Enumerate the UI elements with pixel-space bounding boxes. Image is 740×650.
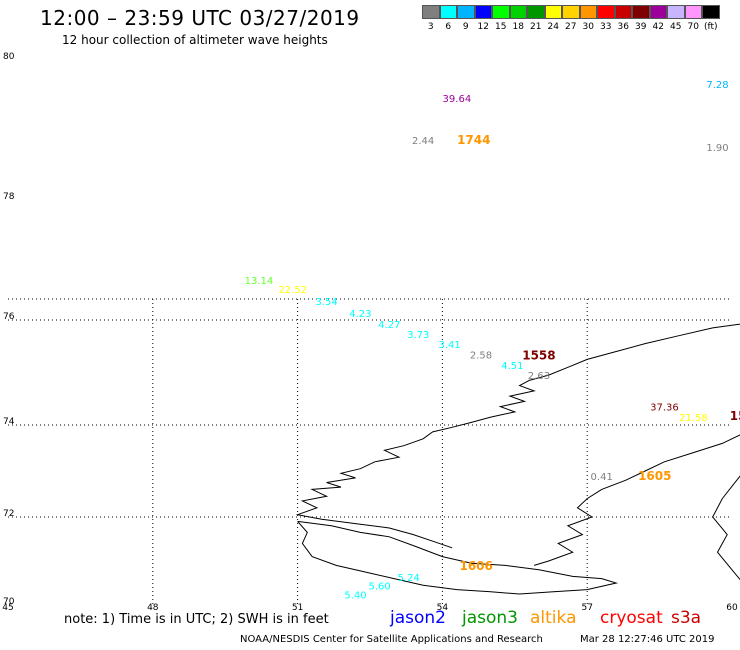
- wave-height-label: 4.51: [501, 361, 523, 372]
- legend-label: 6: [445, 22, 452, 32]
- legend-label: 21: [530, 22, 542, 32]
- lat-tick-label: 76: [3, 312, 15, 322]
- legend-swatch: [422, 5, 440, 19]
- legend-swatch: [457, 5, 475, 19]
- wave-height-label: 5.24: [397, 573, 419, 584]
- legend-swatch: [527, 5, 545, 19]
- lon-tick-label: 51: [292, 603, 303, 613]
- legend-label: 30: [582, 22, 594, 32]
- page-title: 12:00 – 23:59 UTC 03/27/2019: [40, 6, 360, 30]
- coastline-north-island: [295, 323, 740, 549]
- wave-height-label: 21.58: [679, 413, 708, 424]
- legend-swatch: [614, 5, 632, 19]
- lon-tick-label: 57: [581, 603, 592, 613]
- legend-label: 70: [687, 22, 699, 32]
- lat-tick-label: 78: [3, 192, 15, 202]
- satellite-jason3: jason3: [462, 608, 518, 628]
- pass-time-label: 1606: [459, 559, 492, 573]
- legend-swatch: [492, 5, 510, 19]
- wave-height-label: 2.44: [412, 136, 434, 147]
- timestamp-text: Mar 28 12:27:46 UTC 2019: [580, 634, 715, 645]
- credit-text: NOAA/NESDIS Center for Satellite Applica…: [240, 634, 543, 645]
- wave-height-label: 3.54: [315, 297, 337, 308]
- legend-swatch: [562, 5, 580, 19]
- wave-height-label: 13.14: [245, 276, 274, 287]
- legend-label: (ft): [703, 22, 718, 32]
- pass-time-label: 1744: [457, 133, 490, 147]
- wave-height-label: 0.41: [591, 472, 613, 483]
- legend-label: 24: [547, 22, 559, 32]
- lon-tick-label: 45: [2, 603, 13, 613]
- coastline: [295, 323, 740, 595]
- legend-label: 33: [600, 22, 612, 32]
- lon-tick-label: 54: [437, 603, 449, 613]
- wave-height-label: 2.58: [470, 350, 492, 361]
- legend-label: 27: [565, 22, 577, 32]
- wave-height-label: 2.63: [528, 371, 550, 382]
- legend-swatch: [597, 5, 615, 19]
- legend-label: 36: [617, 22, 629, 32]
- wave-height-label: 5.40: [344, 590, 366, 601]
- legend-swatch: [632, 5, 650, 19]
- legend-label: 42: [652, 22, 664, 32]
- coastline-mainland: [712, 475, 740, 581]
- wave-height-labels: 39.64 7.28 2.44 1.90 13.14 22.52 3.54 4.23 4.27 3…: [245, 80, 729, 601]
- legend-swatch: [474, 5, 492, 19]
- legend-label: 9: [462, 22, 469, 32]
- wave-height-label: 7.28: [706, 80, 728, 91]
- lon-tick-label: 48: [147, 603, 159, 613]
- legend-label: 18: [512, 22, 524, 32]
- wave-height-label: 3.41: [439, 340, 461, 351]
- legend-swatch: [544, 5, 562, 19]
- wave-height-label: 4.27: [378, 320, 400, 331]
- legend-label: 12: [477, 22, 489, 32]
- satellite-altika: altika: [530, 608, 577, 628]
- satellite-s3a: s3a: [671, 608, 702, 628]
- legend-swatch: [702, 5, 720, 19]
- wave-height-label: 3.73: [407, 330, 429, 341]
- legend-swatch: [579, 5, 597, 19]
- wave-height-label: 37.36: [650, 402, 679, 413]
- satellite-cryosat: cryosat: [600, 608, 663, 628]
- lat-tick-label: 80: [3, 52, 15, 62]
- legend-labels: 3 6 9 12 15 18 21 24 27 30 33 36 39 42 45 70 (ft): [422, 22, 720, 32]
- page-subtitle: 12 hour collection of altimeter wave hei…: [62, 33, 328, 47]
- legend-swatch: [684, 5, 702, 19]
- grid-lines: [8, 298, 732, 605]
- legend-swatch: [439, 5, 457, 19]
- wave-height-label: 22.52: [278, 285, 307, 296]
- pass-time-label: 1558: [522, 348, 555, 362]
- legend-swatch: [649, 5, 667, 19]
- legend-label: 45: [670, 22, 682, 32]
- legend-label: 39: [635, 22, 647, 32]
- pass-time-labels: 1744 1558 1557 1605 1606: [457, 133, 740, 573]
- pass-time-label: 1557: [730, 409, 740, 423]
- footnote: note: 1) Time is in UTC; 2) SWH is in fe…: [64, 612, 329, 627]
- coastline-east: [533, 434, 740, 566]
- wave-height-label: 4.23: [349, 309, 371, 320]
- wave-height-label: 39.64: [443, 94, 472, 105]
- pass-time-label: 1605: [638, 469, 671, 483]
- lat-tick-label: 70: [3, 597, 15, 607]
- lat-tick-label: 74: [3, 417, 15, 427]
- coastline-south-island: [297, 520, 619, 595]
- lat-tick-label: 72: [3, 509, 14, 519]
- legend-swatch: [509, 5, 527, 19]
- legend-color-bar: [422, 5, 720, 19]
- lon-tick-label: 60: [726, 603, 738, 613]
- color-legend: 3 6 9 12 15 18 21 24 27 30 33 36 39 42 45 70 (ft): [422, 5, 720, 32]
- legend-label: 3: [427, 22, 434, 32]
- wave-height-label: 5.60: [369, 582, 391, 593]
- legend-label: 15: [495, 22, 507, 32]
- legend-swatch: [667, 5, 685, 19]
- satellite-jason2: jason2: [390, 608, 446, 628]
- wave-height-label: 1.90: [706, 143, 728, 154]
